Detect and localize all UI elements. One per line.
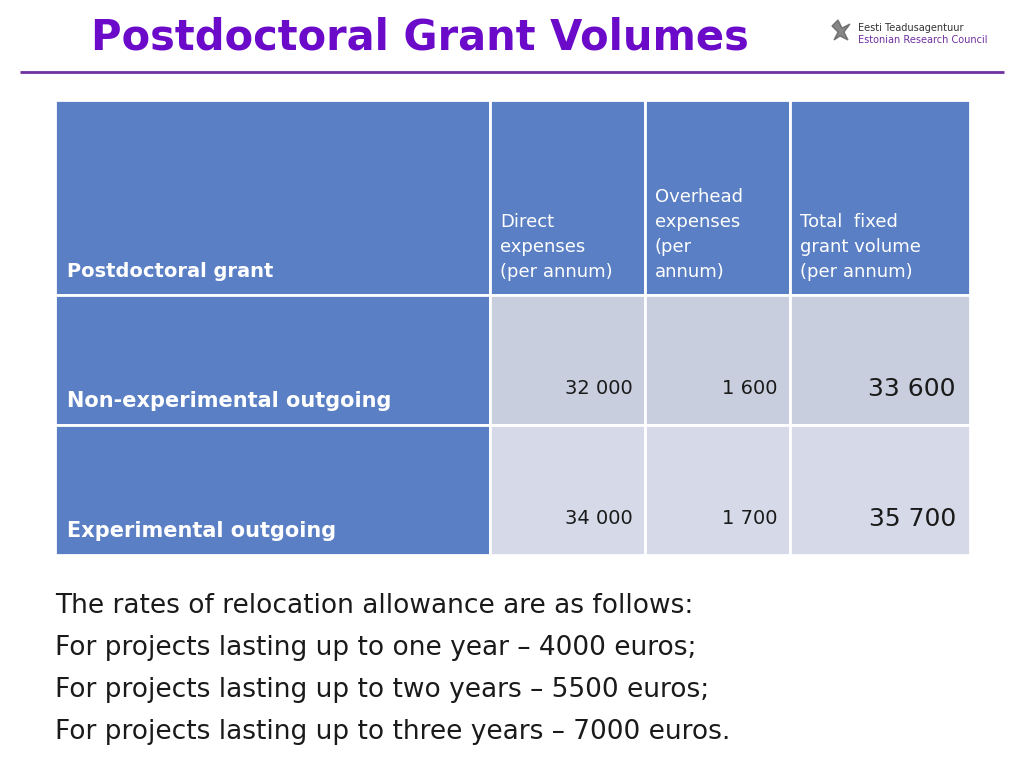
Bar xyxy=(645,295,790,425)
Bar xyxy=(645,425,790,555)
Bar xyxy=(55,100,490,295)
Text: Direct
expenses
(per annum): Direct expenses (per annum) xyxy=(500,213,612,281)
Text: 34 000: 34 000 xyxy=(565,509,633,528)
Text: 1 700: 1 700 xyxy=(723,509,778,528)
Bar xyxy=(490,295,645,425)
Bar xyxy=(790,295,970,425)
Bar xyxy=(55,295,490,425)
Bar xyxy=(55,425,490,555)
Text: Estonian Research Council: Estonian Research Council xyxy=(858,35,987,45)
Text: Non-experimental outgoing: Non-experimental outgoing xyxy=(67,391,391,411)
Text: 1 600: 1 600 xyxy=(723,379,778,398)
Bar xyxy=(790,100,970,295)
Text: 32 000: 32 000 xyxy=(565,379,633,398)
Text: For projects lasting up to one year – 4000 euros;: For projects lasting up to one year – 40… xyxy=(55,635,696,661)
Text: 33 600: 33 600 xyxy=(868,376,956,401)
Bar xyxy=(790,425,970,555)
Text: Postdoctoral Grant Volumes: Postdoctoral Grant Volumes xyxy=(91,17,749,59)
Text: Total  fixed
grant volume
(per annum): Total fixed grant volume (per annum) xyxy=(800,213,921,281)
Text: Postdoctoral grant: Postdoctoral grant xyxy=(67,262,273,281)
Bar xyxy=(490,425,645,555)
Text: Overhead
expenses
(per
annum): Overhead expenses (per annum) xyxy=(655,188,743,281)
Text: Eesti Teadusagentuur: Eesti Teadusagentuur xyxy=(858,23,964,33)
Bar xyxy=(490,100,645,295)
Text: For projects lasting up to two years – 5500 euros;: For projects lasting up to two years – 5… xyxy=(55,677,710,703)
Text: The rates of relocation allowance are as follows:: The rates of relocation allowance are as… xyxy=(55,593,693,619)
Text: For projects lasting up to three years – 7000 euros.: For projects lasting up to three years –… xyxy=(55,719,730,745)
Text: 35 700: 35 700 xyxy=(868,507,956,531)
Text: Experimental outgoing: Experimental outgoing xyxy=(67,521,336,541)
Bar xyxy=(645,100,790,295)
Polygon shape xyxy=(831,20,850,40)
